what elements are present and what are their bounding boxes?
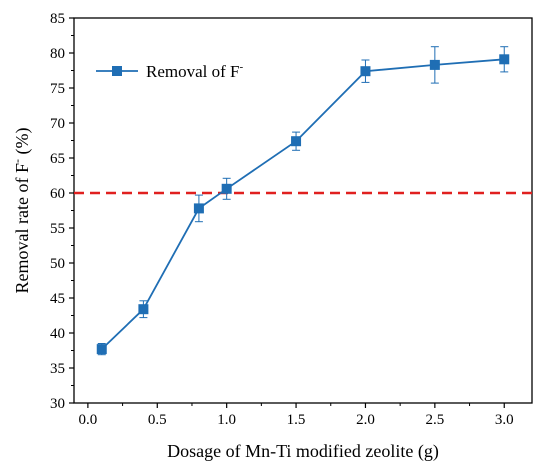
x-tick-label: 2.5 xyxy=(425,412,444,428)
data-point xyxy=(499,54,510,65)
data-point xyxy=(360,66,371,77)
data-point xyxy=(138,304,149,315)
y-axis-title-sup: - xyxy=(10,159,24,163)
legend-label-main: Removal of F xyxy=(146,62,240,81)
legend: Removal of F- xyxy=(96,61,244,81)
y-tick-label: 55 xyxy=(50,221,65,237)
plot-frame xyxy=(73,17,533,404)
data-point xyxy=(96,344,107,355)
legend-label: Removal of F- xyxy=(146,61,244,81)
y-tick-label: 35 xyxy=(50,361,65,377)
data-point xyxy=(429,59,440,70)
series-line xyxy=(101,58,505,350)
y-tick-label: 30 xyxy=(50,396,65,412)
y-tick-label: 75 xyxy=(50,81,65,97)
data-point xyxy=(221,183,232,194)
y-tick-label: 80 xyxy=(50,46,65,62)
y-tick-label: 40 xyxy=(50,326,65,342)
y-tick-label: 85 xyxy=(50,11,65,27)
y-axis-title: Removal rate of F- (%) xyxy=(10,128,33,294)
x-axis-title: Dosage of Mn-Ti modified zeolite (g) xyxy=(167,441,439,462)
data-point xyxy=(193,203,204,214)
legend-marker xyxy=(112,66,122,76)
x-tick-label: 3.0 xyxy=(495,412,514,428)
y-tick-label: 70 xyxy=(50,116,65,132)
y-tick-label: 65 xyxy=(50,151,65,167)
legend-label-sup: - xyxy=(240,61,244,73)
x-tick-label: 0.0 xyxy=(79,412,98,428)
data-point xyxy=(291,136,302,147)
y-axis-title-tail: (%) xyxy=(12,128,33,159)
x-tick-label: 0.5 xyxy=(148,412,167,428)
x-tick-label: 2.0 xyxy=(356,412,375,428)
x-tick-label: 1.5 xyxy=(287,412,306,428)
x-tick-label: 1.0 xyxy=(217,412,236,428)
y-axis-title-main: Removal rate of F xyxy=(12,163,32,293)
y-tick-label: 50 xyxy=(50,256,65,272)
y-tick-label: 60 xyxy=(50,186,65,202)
y-tick-label: 45 xyxy=(50,291,65,307)
